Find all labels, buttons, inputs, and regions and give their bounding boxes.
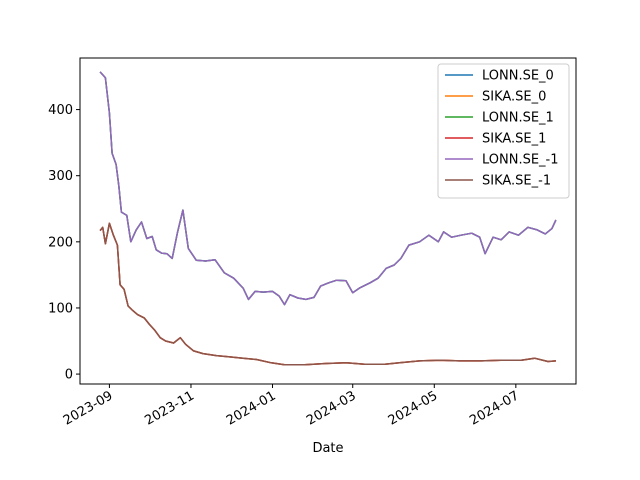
legend: LONN.SE_0 SIKA.SE_0 LONN.SE_1 SIKA.SE_1 LONN… [437,63,570,199]
y-axis: 0 100 200 300 400 [48,103,80,383]
series-line-5 [99,222,556,366]
y-tick-label: 0 [65,368,73,383]
axes-frame [79,57,577,385]
legend-label: LONN.SE_-1 [482,153,559,168]
y-tick-label: 300 [48,169,73,184]
legend-label: LONN.SE_1 [482,111,554,126]
y-tick-label: 200 [48,235,73,250]
x-axis-title: Date [312,441,343,456]
y-tick-label: 100 [48,301,73,316]
legend-box [437,63,570,199]
legend-label: SIKA.SE_-1 [482,174,551,189]
series-line-4 [99,71,557,306]
plot-lines [99,71,557,366]
y-tick-label: 400 [48,103,73,118]
legend-label: LONN.SE_0 [482,69,554,84]
legend-label: SIKA.SE_1 [482,132,546,147]
legend-label: SIKA.SE_0 [482,90,546,105]
